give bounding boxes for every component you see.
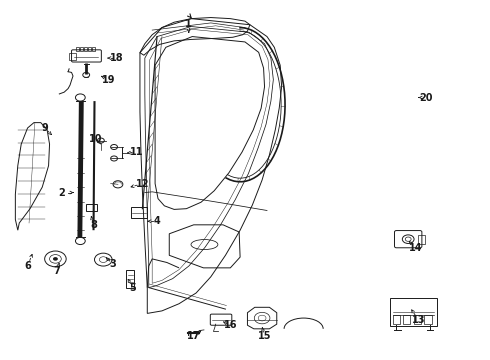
Text: 7: 7 bbox=[53, 266, 60, 276]
Text: 17: 17 bbox=[187, 331, 200, 341]
Text: 12: 12 bbox=[136, 179, 149, 189]
Text: 11: 11 bbox=[130, 147, 143, 157]
Text: 8: 8 bbox=[90, 220, 97, 230]
Circle shape bbox=[53, 257, 58, 261]
Text: 2: 2 bbox=[58, 188, 65, 198]
Text: 16: 16 bbox=[223, 320, 237, 330]
Text: 15: 15 bbox=[258, 331, 271, 341]
Text: 5: 5 bbox=[129, 283, 136, 293]
Text: 18: 18 bbox=[110, 53, 124, 63]
Text: 3: 3 bbox=[110, 259, 117, 269]
Text: 6: 6 bbox=[24, 261, 31, 271]
Text: 13: 13 bbox=[412, 315, 425, 325]
Text: 4: 4 bbox=[154, 216, 160, 226]
Text: 1: 1 bbox=[185, 19, 192, 29]
Text: 19: 19 bbox=[102, 75, 116, 85]
Text: 20: 20 bbox=[419, 93, 433, 103]
Text: 10: 10 bbox=[89, 134, 103, 144]
Text: 9: 9 bbox=[41, 123, 48, 133]
Text: 14: 14 bbox=[409, 243, 423, 253]
